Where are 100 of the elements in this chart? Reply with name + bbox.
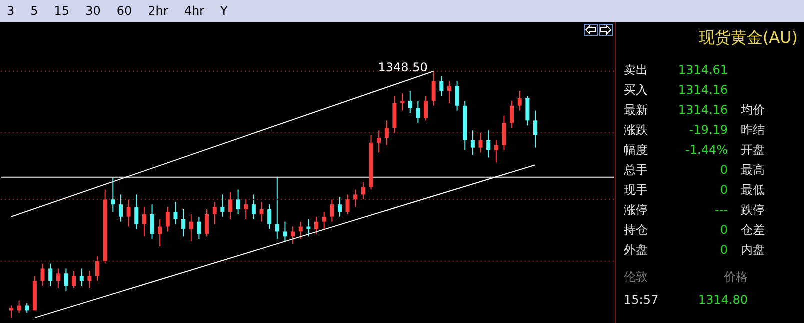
candlestick [377,130,382,154]
text: --- [715,203,728,217]
candlestick [494,140,498,164]
text: 涨停 [624,203,648,217]
text: 15 [53,3,71,20]
text: 1314.80 [698,293,748,307]
candlestick [236,189,240,215]
text: 涨跌 [624,123,648,137]
candlestick [283,221,288,242]
candlestick [291,226,296,245]
candlestick [134,194,139,230]
text: 总手 [623,163,648,177]
candlestick [486,130,491,158]
candlestick [197,216,202,240]
candlestick [17,300,22,314]
annotation: 1348.50 [378,60,428,74]
text: 15:57 [624,293,659,307]
candlestick [440,76,444,97]
candlestick [260,202,264,222]
candlestick [111,176,116,212]
text: Y [220,3,229,20]
candlestick [166,206,170,232]
candlestick [534,110,538,148]
candlestick [416,100,420,124]
text: 60 [116,3,134,20]
candlestick [40,263,45,286]
text: 30 [84,3,102,20]
candlestick [142,206,146,238]
text: 3 [6,3,16,20]
text: 开盘 [741,143,765,157]
candlestick [80,268,84,286]
text: 1314.16 [678,103,728,117]
candlestick [126,199,131,228]
text: 伦敦 [624,270,648,284]
candlestick [205,209,210,238]
candlestick [470,130,475,156]
text: 持仓 [624,223,648,237]
candlestick [72,270,76,289]
candlestick [314,216,319,235]
candlestick [298,221,303,240]
candlestick [9,305,14,319]
text: 0 [720,163,728,177]
text: 0 [720,183,728,197]
text: 最高 [741,163,765,177]
candlestick [354,189,358,208]
text: 价格 [723,270,748,284]
text: 跌停 [741,203,765,217]
candlestick [518,90,522,112]
text: 卖出 [624,63,648,77]
candlestick [48,263,53,286]
text: -1.44% [686,143,728,157]
text: 5 [30,3,40,20]
text: 0 [720,223,728,237]
text: 内盘 [741,243,765,257]
candlestick [212,202,217,225]
text: 最新 [624,103,648,117]
candlestick [408,90,412,114]
candlestick [478,132,483,154]
candlestick [220,194,225,218]
candlestick [432,70,436,106]
candlestick [268,204,272,230]
candlestick [447,80,452,104]
candlestick [174,202,178,225]
candlestick [158,218,162,248]
candlestick [150,204,154,240]
candlestick [510,100,514,129]
text: 现货黄金(AU) [698,28,798,47]
text: -19.19 [689,123,728,137]
text: 1314.61 [678,63,728,77]
candlestick [228,192,232,220]
candlestick [64,268,68,292]
candlestick [384,120,389,146]
candlestick [252,194,256,220]
text: 现手 [624,183,648,197]
text: 均价 [740,103,765,117]
candlestick [189,214,194,242]
candlestick [275,176,280,240]
candlestick [455,80,460,112]
candlestick [25,302,30,314]
candlestick [88,270,92,289]
text: 幅度 [624,143,648,157]
text: 2hr [147,3,170,20]
candlestick [424,96,428,122]
candlestick [118,194,123,222]
candlestick [322,211,326,230]
candlestick [338,196,342,218]
text: 昨结 [741,123,765,137]
text: 外盘 [624,243,648,257]
text: 买入 [624,83,648,97]
candlestick [56,268,60,289]
candlestick [330,199,334,222]
candlestick [96,256,100,282]
candlestick [244,199,248,220]
text: 4hr [183,3,206,20]
candlestick [361,182,366,200]
text: 仓差 [741,223,765,237]
text: 最低 [741,183,765,197]
candlestick [182,209,186,238]
candlestick [526,96,530,126]
candlestick [502,115,506,151]
